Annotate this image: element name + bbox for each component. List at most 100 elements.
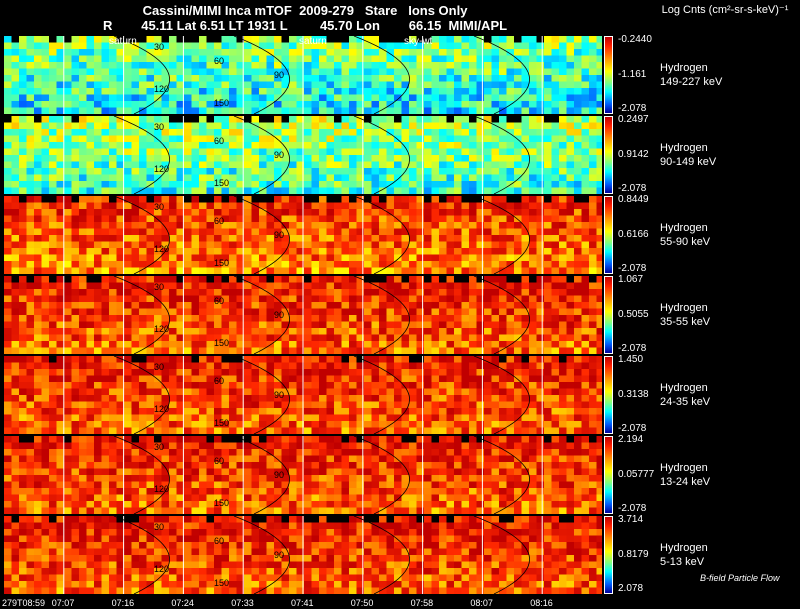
heatmap-cell: [566, 408, 575, 415]
heatmap-cell: [124, 202, 132, 210]
heatmap-cell: [394, 347, 402, 355]
heatmap-cell: [514, 302, 522, 309]
heatmap-cell: [34, 382, 42, 389]
heatmap-cell: [191, 328, 200, 335]
heatmap-cell: [371, 181, 380, 188]
heatmap-cell: [266, 168, 275, 175]
heatmap-cell: [319, 382, 327, 389]
heatmap-cell: [461, 122, 470, 130]
heatmap-cell: [349, 209, 357, 216]
heatmap-cell: [251, 289, 260, 296]
heatmap-cell: [566, 155, 575, 162]
heatmap-cell: [349, 261, 357, 268]
heatmap-cell: [109, 101, 117, 108]
heatmap-cell: [334, 436, 342, 443]
heatmap-cell: [296, 401, 305, 409]
heatmap-cell: [364, 362, 372, 370]
contour-label: 30: [154, 282, 164, 292]
heatmap-cell: [319, 202, 327, 210]
heatmap-cell: [409, 401, 417, 409]
heatmap-cell: [289, 408, 297, 415]
heatmap-cell: [169, 187, 177, 195]
heatmap-cell: [484, 382, 492, 389]
heatmap-cell: [229, 254, 237, 262]
heatmap-cell: [506, 356, 515, 363]
heatmap-cell: [124, 356, 132, 363]
heatmap-cell: [19, 116, 27, 123]
heatmap-cell: [191, 254, 200, 262]
species-name: Hydrogen: [660, 222, 708, 234]
heatmap-cell: [446, 382, 455, 389]
heatmap-cell: [71, 81, 80, 89]
heatmap-cell: [559, 248, 567, 255]
heatmap-cell: [94, 248, 102, 255]
heatmap-cell: [491, 261, 500, 268]
heatmap-cell: [446, 289, 455, 296]
heatmap-cell: [409, 375, 417, 383]
heatmap-cell: [236, 382, 245, 389]
heatmap-cell: [536, 122, 545, 130]
heatmap-cell: [409, 161, 417, 169]
heatmap-cell: [109, 94, 117, 102]
heatmap-cell: [566, 421, 575, 428]
heatmap-cell: [566, 414, 575, 422]
heatmap-cell: [191, 135, 200, 143]
heatmap-cell: [236, 135, 245, 143]
heatmap-cell: [559, 62, 567, 69]
heatmap-cell: [454, 75, 462, 82]
heatmap-cell: [281, 401, 290, 409]
heatmap-cell: [131, 116, 140, 123]
heatmap-cell: [214, 142, 222, 149]
heatmap-cell: [469, 295, 477, 303]
heatmap-cell: [274, 241, 282, 249]
heatmap-cell: [71, 295, 80, 303]
heatmap-cell: [56, 209, 65, 216]
heatmap-cell: [11, 267, 20, 275]
heatmap-cell: [109, 302, 117, 309]
heatmap-cell: [454, 388, 462, 396]
heatmap-cell: [296, 168, 305, 175]
heatmap-cell: [139, 129, 147, 136]
heatmap-cell: [176, 282, 185, 290]
heatmap-cell: [4, 347, 12, 355]
heatmap-cell: [64, 382, 72, 389]
heatmap-cell: [311, 107, 320, 115]
heatmap-cell: [146, 62, 155, 69]
heatmap-cell: [86, 68, 95, 76]
heatmap-cell: [19, 62, 27, 69]
heatmap-cell: [574, 248, 582, 255]
heatmap-cell: [589, 282, 597, 290]
heatmap-cell: [281, 254, 290, 262]
heatmap-cell: [386, 55, 395, 63]
heatmap-cell: [4, 289, 12, 296]
heatmap-cell: [11, 42, 20, 50]
heatmap-cell: [529, 427, 537, 435]
heatmap-cell: [64, 421, 72, 428]
heatmap-cell: [394, 315, 402, 322]
heatmap-cell: [274, 289, 282, 296]
heatmap-cell: [154, 362, 162, 370]
heatmap-cell: [116, 254, 125, 262]
heatmap-cell: [341, 369, 350, 376]
heatmap-cell: [34, 356, 42, 363]
heatmap-cell: [176, 302, 185, 309]
heatmap-cell: [566, 302, 575, 309]
heatmap-cell: [281, 261, 290, 268]
heatmap-cell: [161, 395, 170, 402]
heatmap-cell: [274, 196, 282, 203]
heatmap-cell: [311, 261, 320, 268]
heatmap-cell: [274, 276, 282, 283]
heatmap-cell: [506, 295, 515, 303]
heatmap-cell: [86, 282, 95, 290]
heatmap-cell: [221, 209, 230, 216]
heatmap-cell: [589, 261, 597, 268]
heatmap-cell: [161, 321, 170, 329]
heatmap-cell: [371, 401, 380, 409]
heatmap-cell: [319, 168, 327, 175]
heatmap-cell: [94, 308, 102, 316]
heatmap-cell: [266, 408, 275, 415]
heatmap-cell: [536, 181, 545, 188]
heatmap-cell: [274, 209, 282, 216]
heatmap-cell: [244, 328, 252, 335]
heatmap-cell: [476, 62, 485, 69]
